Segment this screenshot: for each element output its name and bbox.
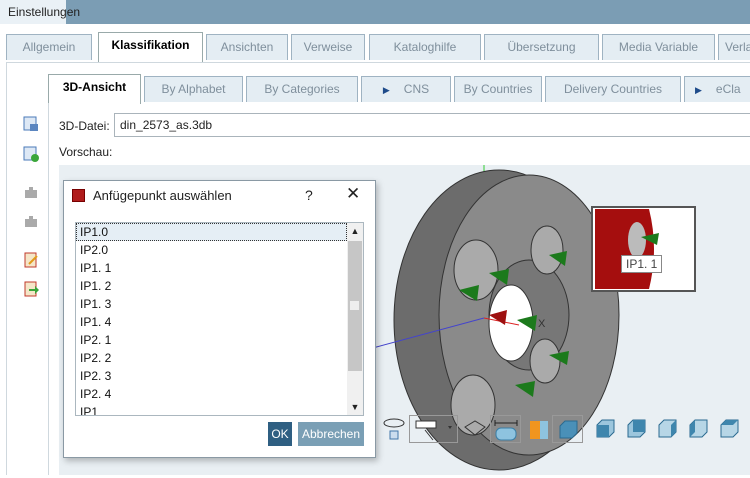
attach-point-list[interactable]: IP1.0 IP2.0 IP1. 1 IP1. 2 IP1. 3 IP1. 4 … — [75, 222, 364, 416]
axis-x-label: X — [538, 318, 546, 330]
tab-by-alphabet[interactable]: By Alphabet — [144, 76, 243, 102]
scroll-up-icon[interactable]: ▲ — [350, 226, 360, 236]
app-icon — [72, 189, 85, 202]
measure-dropdown-icon[interactable] — [409, 415, 458, 443]
window-tab[interactable]: Einstellungen — [0, 0, 80, 24]
list-item[interactable]: IP1. 3 — [80, 297, 112, 311]
sidebar-divider — [48, 103, 49, 475]
cancel-button[interactable]: Abbrechen — [298, 422, 364, 446]
tab-3d-ansicht[interactable]: 3D-Ansicht — [48, 74, 141, 104]
view-right-icon[interactable] — [654, 415, 682, 443]
list-item[interactable]: IP2. 4 — [80, 387, 112, 401]
scrollbar[interactable]: ▲ ▼ — [347, 223, 363, 415]
main-tabs: Allgemein Klassifikation Ansichten Verwe… — [0, 32, 750, 62]
3d-model: X — [368, 165, 696, 471]
tab-delivery-countries[interactable]: Delivery Countries — [545, 76, 681, 102]
edit-notes-icon[interactable] — [23, 252, 39, 268]
play-arrow-icon: ▶ — [695, 85, 702, 95]
tab-cns[interactable]: ▶ CNS — [361, 76, 451, 102]
list-item[interactable]: IP2. 1 — [80, 333, 112, 347]
view-top-icon[interactable] — [716, 415, 744, 443]
rotate-play-icon[interactable] — [382, 415, 410, 443]
dimension-icon[interactable] — [490, 415, 521, 443]
view-back-icon[interactable] — [623, 415, 651, 443]
tab-verlauf[interactable]: Verlauf — [718, 34, 750, 60]
list-item[interactable]: IP2.0 — [80, 243, 109, 257]
play-arrow-icon: ▶ — [382, 85, 390, 95]
preview-label: Vorschau: — [59, 145, 113, 159]
view-left-icon[interactable] — [685, 415, 713, 443]
tab-by-categories[interactable]: By Categories — [246, 76, 358, 102]
tab-kataloghilfe[interactable]: Kataloghilfe — [369, 34, 481, 60]
list-item[interactable]: IP1. 2 — [80, 279, 112, 293]
tab-allgemein[interactable]: Allgemein — [6, 34, 92, 60]
content-panel — [6, 62, 750, 475]
solid-view-icon[interactable] — [552, 415, 583, 443]
tab-ansichten[interactable]: Ansichten — [206, 34, 288, 60]
puzzle-warning-icon[interactable] — [23, 184, 39, 200]
list-item[interactable]: IP1. 4 — [80, 315, 112, 329]
list-item[interactable]: IP1.0 — [76, 223, 347, 241]
list-item[interactable]: IP2. 3 — [80, 369, 112, 383]
list-item[interactable]: IP1. 1 — [80, 261, 112, 275]
tab-verweise[interactable]: Verweise — [291, 34, 365, 60]
title-bar — [0, 0, 750, 24]
tooltip: IP1. 1 — [621, 255, 663, 273]
close-icon[interactable]: ✕ — [346, 184, 361, 203]
tab-by-countries[interactable]: By Countries — [454, 76, 542, 102]
list-item[interactable]: IP1 — [80, 405, 99, 416]
sub-tabs: 3D-Ansicht By Alphabet By Categories ▶ CN… — [0, 74, 750, 104]
export-notes-icon[interactable] — [23, 281, 39, 297]
help-button[interactable]: ? — [305, 187, 313, 203]
list-item[interactable]: IP2. 2 — [80, 351, 112, 365]
view-front-icon[interactable] — [592, 415, 620, 443]
tab-uebersetzung[interactable]: Übersetzung — [484, 34, 599, 60]
puzzle-icon[interactable] — [23, 213, 39, 229]
section-icon[interactable] — [526, 415, 554, 443]
dialog-title: Anfügepunkt auswählen — [93, 188, 232, 203]
file-input[interactable]: din_2573_as.3db — [114, 113, 750, 137]
add-table-icon[interactable] — [23, 146, 39, 162]
scroll-down-icon[interactable]: ▼ — [350, 402, 360, 412]
tab-media-variable[interactable]: Media Variable — [602, 34, 715, 60]
scrollbar-thumb[interactable] — [350, 301, 359, 310]
file-label: 3D-Datei: — [59, 119, 110, 133]
save-table-icon[interactable] — [23, 116, 39, 132]
tab-klassifikation[interactable]: Klassifikation — [98, 32, 203, 62]
ok-button[interactable]: OK — [268, 422, 292, 446]
select-attach-point-dialog: Anfügepunkt auswählen ? ✕ IP1.0 IP2.0 IP… — [63, 180, 376, 458]
tab-ecla[interactable]: ▶ eCla — [684, 76, 750, 102]
wireframe-icon[interactable] — [461, 415, 489, 443]
